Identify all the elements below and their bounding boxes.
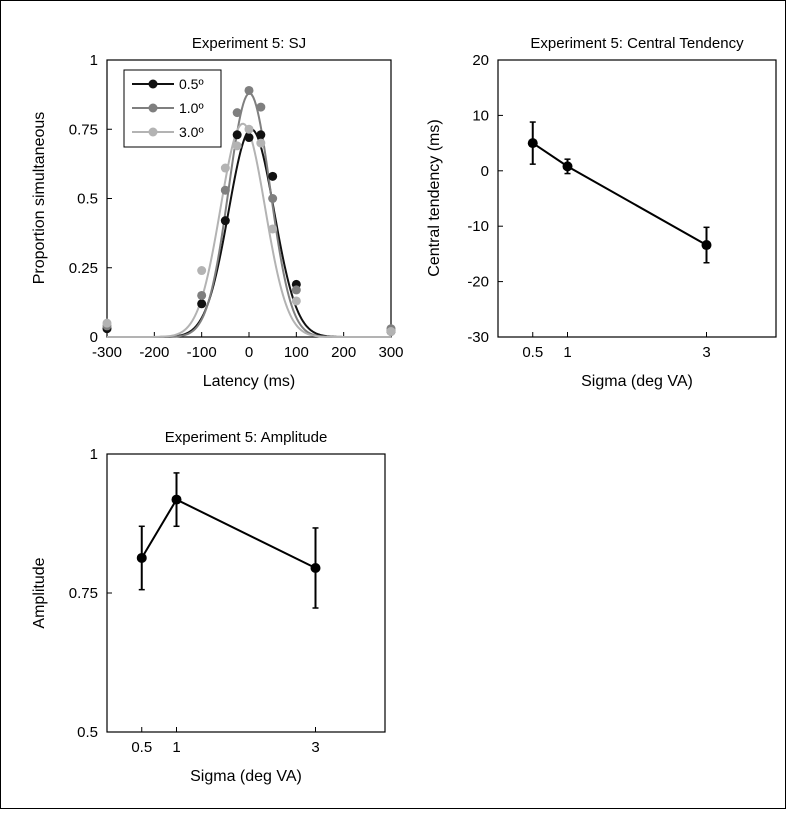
y-tick-label: -10 [467,218,489,235]
y-tick-label: 0.5 [77,191,98,208]
data-point-0 [256,130,266,140]
data-point-2 [256,138,266,148]
data-point-1 [291,285,301,295]
fit-curve-0 [107,128,391,338]
x-tick-label: 3 [702,344,710,361]
legend-marker-0 [148,79,158,89]
x-tick-label: 300 [378,344,403,361]
sj-data-points [102,85,396,336]
data-point-1 [220,185,230,195]
x-tick-label: -100 [187,344,217,361]
sj-ticks: -300 -200 -100 0 100 200 300 0 0.25 0.5 0.75 1 [69,52,404,361]
ct-ticks: 0.5 1 3 -30 -20 -10 0 10 20 [467,52,710,361]
central-tendency-panel: Experiment 5: Central Tendency Sigma (de… [426,35,777,390]
y-tick-label: 0.25 [69,260,98,277]
x-tick-label: 0.5 [131,739,152,756]
ct-plot-frame [497,59,777,338]
data-point-0 [244,133,254,143]
data-point-0 [232,130,242,140]
y-tick-label: 1 [90,52,98,69]
x-tick-label: -300 [92,344,122,361]
data-point [562,161,573,172]
y-tick-label: 0.75 [69,121,98,138]
sj-y-axis-label: Proportion simultaneous [31,112,48,285]
y-tick-label: 0.75 [69,585,98,602]
y-tick-label: -30 [467,329,489,346]
x-tick-label: -200 [139,344,169,361]
x-tick-label: 1 [172,739,180,756]
y-tick-label: 1 [90,446,98,463]
x-tick-label: 200 [331,344,356,361]
sj-title: Experiment 5: SJ [192,35,306,52]
data-point-0 [220,216,230,226]
y-tick-label: 20 [472,52,489,69]
data-point [310,562,321,573]
ct-y-axis-label: Central tendency (ms) [426,119,443,276]
legend-label-0: 0.5º [179,76,204,92]
fit-curve-2 [107,122,391,338]
amp-x-axis-label: Sigma (deg VA) [190,768,302,785]
data-point-1 [268,194,278,203]
legend-label-1: 1.0º [179,100,204,116]
y-tick-label: 0 [90,329,98,346]
data-point-2 [102,318,112,328]
x-tick-label: 100 [284,344,309,361]
amp-ticks: 0.5 1 3 0.5 0.75 1 [69,446,320,756]
y-tick-label: 10 [472,107,489,124]
amp-plot-frame [106,453,386,733]
x-tick-label: 0.5 [522,344,543,361]
data-point-1 [197,290,207,300]
sj-legend: 0.5º 1.0º 3.0º [123,69,222,148]
sj-panel: Experiment 5: SJ Latency (ms) Proportion… [31,35,404,390]
ct-title: Experiment 5: Central Tendency [530,35,744,52]
data-point-2 [232,141,242,151]
series-line [140,498,316,569]
y-tick-label: 0.5 [77,724,98,741]
data-point-1 [256,102,266,112]
amp-title: Experiment 5: Amplitude [165,429,328,446]
amp-y-axis-label: Amplitude [31,557,48,628]
legend-label-2: 3.0º [179,124,204,140]
data-point-0 [197,299,207,309]
legend-marker-2 [148,127,158,137]
data-point-1 [244,85,254,95]
x-tick-label: 0 [245,344,253,361]
legend-marker-1 [148,103,158,113]
amp-data [136,472,321,609]
data-point [527,138,538,149]
data-point-2 [291,296,301,306]
data-point [171,494,182,505]
y-tick-label: -20 [467,274,489,291]
data-point-2 [197,266,207,276]
data-point-2 [268,224,278,234]
data-point-0 [268,171,278,181]
data-point-1 [232,108,242,118]
x-tick-label: 3 [311,739,319,756]
data-point-2 [386,326,396,336]
data-point [136,552,147,563]
sj-x-axis-label: Latency (ms) [203,373,295,390]
data-point-2 [244,124,254,134]
series-line [532,142,707,246]
data-point [701,240,712,251]
ct-x-axis-label: Sigma (deg VA) [581,373,693,390]
x-tick-label: 1 [563,344,571,361]
ct-data [527,121,712,264]
data-point-2 [220,163,230,173]
amplitude-panel: Experiment 5: Amplitude Sigma (deg VA) A… [31,429,386,785]
y-tick-label: 0 [481,163,489,180]
